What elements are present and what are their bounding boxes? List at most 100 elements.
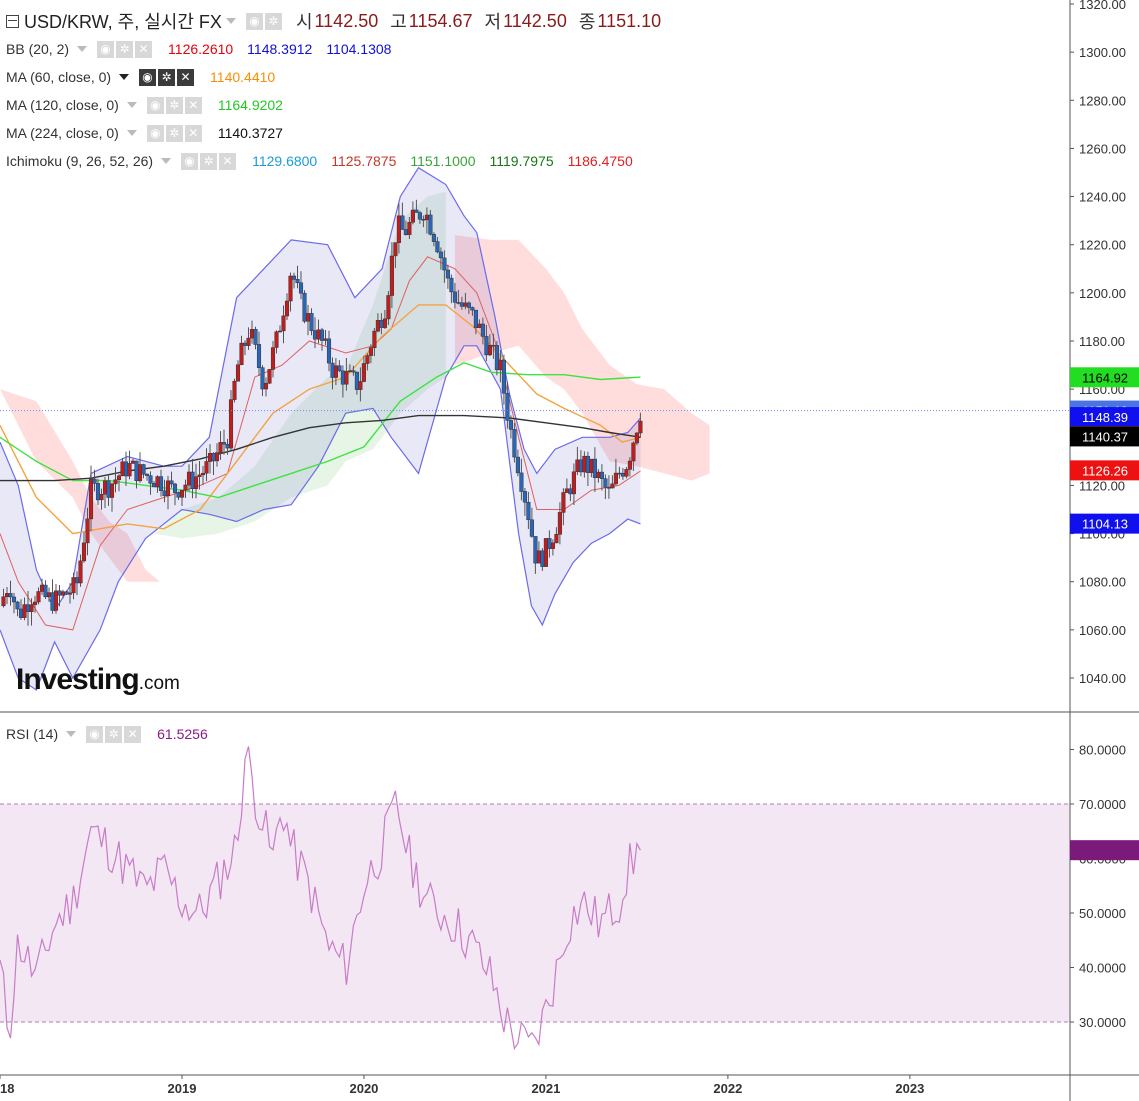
price-pane xyxy=(0,166,1070,691)
candle-body xyxy=(57,590,62,596)
visibility-eye-icon[interactable]: ◉ xyxy=(86,725,104,743)
candle-body xyxy=(470,307,475,311)
candle-body xyxy=(557,512,562,535)
close-icon[interactable]: ✕ xyxy=(177,68,195,86)
price-badge xyxy=(1070,460,1139,481)
candle-body xyxy=(512,429,517,458)
candle-body xyxy=(484,336,489,356)
candle-body xyxy=(561,492,566,513)
settings-gear-icon[interactable]: ✲ xyxy=(158,68,176,86)
candle-body xyxy=(32,601,38,606)
candle-body xyxy=(358,381,363,390)
time-tick-label: 2019 xyxy=(168,1081,197,1096)
candle-body xyxy=(379,320,384,328)
close-icon[interactable]: ✕ xyxy=(219,152,237,170)
visibility-eye-icon[interactable]: ◉ xyxy=(97,40,115,58)
settings-gear-icon[interactable]: ✲ xyxy=(165,96,183,114)
close-icon[interactable]: ✕ xyxy=(184,96,202,114)
rsi-tick-label: 40.0000 xyxy=(1079,961,1126,976)
visibility-eye-icon[interactable]: ◉ xyxy=(146,124,164,142)
candle-body xyxy=(291,275,297,280)
candle-body xyxy=(543,538,548,567)
legend-panel: USD/KRW, 주, 실시간 FX ◉ ✲ 시 1142.50 고 1154.67… xyxy=(0,0,1070,180)
candle-body xyxy=(232,380,237,400)
open-value: 1142.50 xyxy=(314,10,379,31)
settings-gear-icon[interactable]: ✲ xyxy=(116,40,134,58)
candle-body xyxy=(172,483,178,493)
candle-body xyxy=(36,591,41,603)
candle-body xyxy=(592,458,597,478)
indicator-value: 1119.7975 xyxy=(489,153,554,169)
candle-body xyxy=(375,320,380,332)
indicator-legend-row: Ichimoku (9, 26, 52, 26) ◉ ✲ ✕ 1129.6800 1125… xyxy=(6,150,633,172)
visibility-eye-icon[interactable]: ◉ xyxy=(139,68,157,86)
candle-body xyxy=(407,222,412,235)
close-icon[interactable]: ✕ xyxy=(135,40,153,58)
candle-body xyxy=(67,592,73,595)
candle-body xyxy=(414,209,419,213)
candle-body xyxy=(141,464,146,475)
candle-body xyxy=(116,475,122,481)
chevron-down-icon[interactable] xyxy=(225,18,236,24)
candle-body xyxy=(137,464,143,482)
candle-body xyxy=(144,473,150,476)
candle-body xyxy=(218,442,223,453)
rsi-tick-label: 80.0000 xyxy=(1079,743,1126,758)
collapse-icon[interactable] xyxy=(6,14,19,28)
chevron-down-icon[interactable] xyxy=(161,158,172,164)
candle-body xyxy=(8,593,13,598)
visibility-eye-icon[interactable]: ◉ xyxy=(146,96,164,114)
chevron-down-icon[interactable] xyxy=(77,46,88,52)
bollinger-band-fill xyxy=(0,167,641,690)
settings-gear-icon[interactable]: ✲ xyxy=(200,152,218,170)
chevron-down-icon[interactable] xyxy=(126,130,137,136)
candle-body xyxy=(400,215,405,230)
candle-body xyxy=(225,443,230,449)
visibility-eye-icon[interactable]: ◉ xyxy=(245,12,263,30)
candle-body xyxy=(526,501,531,521)
indicator-value: 1140.3727 xyxy=(217,125,283,141)
candle-body xyxy=(459,302,464,307)
time-axis: 2018 2019 2020 2021 2022 2023 xyxy=(0,1075,924,1096)
settings-gear-icon[interactable]: ✲ xyxy=(165,124,183,142)
candle-body xyxy=(445,269,450,279)
candle-body xyxy=(200,472,206,476)
chevron-down-icon[interactable] xyxy=(119,74,130,80)
indicator-name: MA (224, close, 0) xyxy=(6,125,119,141)
rsi-tick-label: 30.0000 xyxy=(1079,1015,1126,1030)
candle-body xyxy=(382,318,387,328)
settings-gear-icon[interactable]: ✲ xyxy=(105,725,123,743)
candle-body xyxy=(239,342,244,365)
settings-gear-icon[interactable]: ✲ xyxy=(264,12,282,30)
visibility-eye-icon[interactable]: ◉ xyxy=(181,152,199,170)
candle-body xyxy=(326,338,332,364)
candle-body xyxy=(424,214,429,221)
candle-body xyxy=(487,344,492,356)
candle-body xyxy=(50,592,55,611)
candle-body xyxy=(95,483,101,501)
chevron-down-icon[interactable] xyxy=(126,102,137,108)
candle-body xyxy=(228,399,234,449)
low-value: 1142.50 xyxy=(503,10,567,31)
candle-body xyxy=(550,542,555,549)
candle-body xyxy=(610,483,615,489)
candle-body xyxy=(246,337,251,346)
investing-logo: Investing.com xyxy=(16,663,180,696)
close-icon[interactable]: ✕ xyxy=(124,725,142,743)
candle-body xyxy=(564,488,569,493)
chevron-down-icon[interactable] xyxy=(66,731,77,737)
candle-body xyxy=(127,463,132,477)
candle-body xyxy=(207,453,213,462)
candle-body xyxy=(323,338,328,341)
price-tick-label: 1120.00 xyxy=(1079,478,1125,493)
price-badge-label: 1126.26 xyxy=(1082,463,1128,478)
time-tick-label: 2020 xyxy=(349,1081,378,1096)
close-icon[interactable]: ✕ xyxy=(184,124,202,142)
candle-body xyxy=(508,420,513,430)
candle-body xyxy=(71,577,76,594)
candle-body xyxy=(305,313,311,322)
indicator-legend-row: MA (120, close, 0) ◉ ✲ ✕ 1164.9202 xyxy=(6,94,283,116)
candle-body xyxy=(477,323,482,328)
candle-body xyxy=(274,331,279,348)
